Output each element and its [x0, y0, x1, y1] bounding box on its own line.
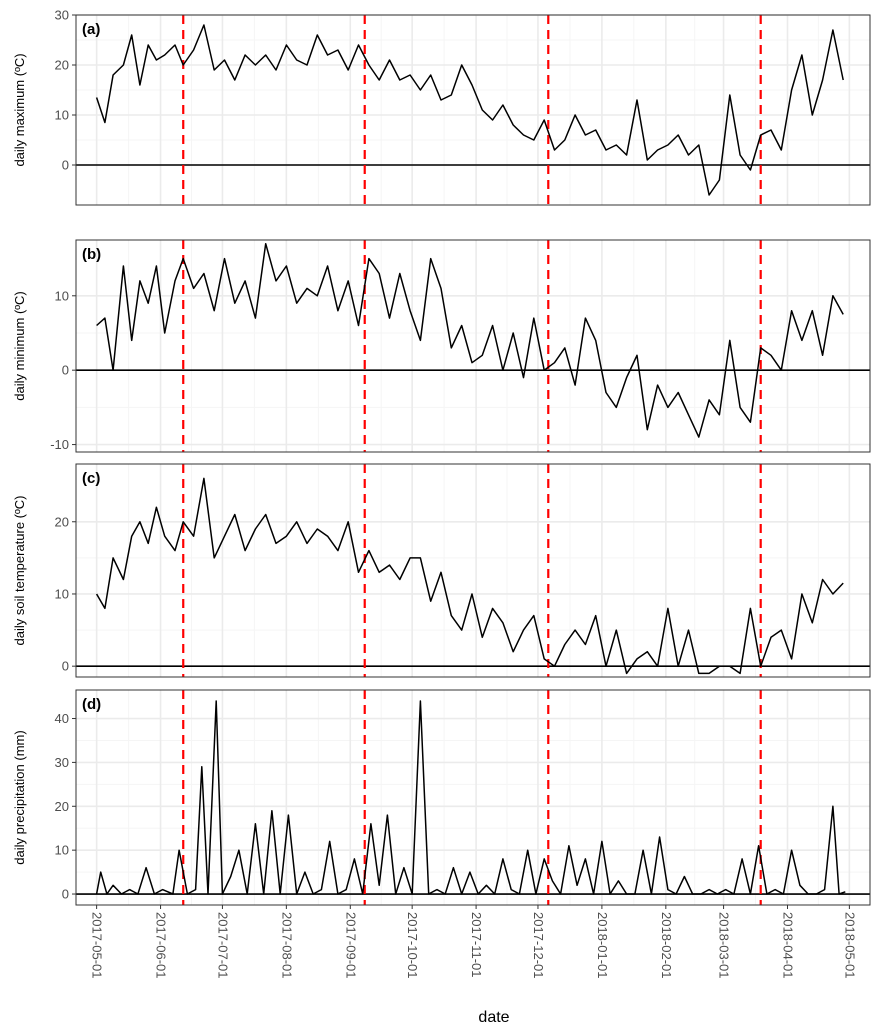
y-tick-label: 30 [55, 8, 69, 23]
x-tick-label: 2017-10-01 [405, 912, 420, 979]
y-tick-label: 20 [55, 799, 69, 814]
x-tick-label: 2018-04-01 [781, 912, 796, 979]
panel-background [76, 240, 870, 452]
panel-tag: (b) [82, 246, 101, 263]
panel-b: -10 0 10 (b) daily minimum (ºC) [12, 239, 871, 453]
panel-background [76, 464, 870, 677]
y-axis-title: daily soil temperature (ºC) [12, 496, 27, 646]
x-tick-label: 2017-09-01 [343, 912, 358, 979]
panel-tag: (a) [82, 21, 100, 38]
panel-a: 0 10 20 30 (a) daily maximum (ºC) [12, 8, 871, 206]
x-tick-label: 2017-08-01 [279, 912, 294, 979]
y-tick-label: 0 [62, 363, 69, 378]
x-tick-label: 2018-02-01 [659, 912, 674, 979]
x-tick-label: 2018-01-01 [595, 912, 610, 979]
panel-c: 0 10 20 (c) daily soil temperature (ºC) [12, 463, 871, 678]
y-axis-title: daily maximum (ºC) [12, 53, 27, 166]
panel-border [75, 239, 871, 453]
panel-background [76, 690, 870, 905]
y-tick-label: 10 [55, 108, 69, 123]
panel-background [76, 15, 870, 205]
panel-border [75, 463, 871, 678]
y-tick-label: 0 [62, 659, 69, 674]
x-tick-label: 2018-05-01 [842, 912, 857, 979]
y-axis-title: daily precipitation (mm) [12, 730, 27, 864]
x-tick-label: 2017-11-01 [469, 912, 484, 978]
panel-tag: (d) [82, 696, 101, 713]
series-line [96, 242, 844, 438]
x-axis-title: date [478, 1009, 509, 1026]
panel-tag: (c) [82, 470, 100, 487]
y-tick-label: -10 [50, 437, 69, 452]
panel-d: 0 10 20 30 40 (d) daily precipitation (mm) [12, 689, 871, 906]
x-tick-label: 2017-12-01 [531, 912, 546, 979]
y-tick-label: 10 [55, 843, 69, 858]
x-tick-label: 2017-07-01 [215, 912, 230, 979]
y-tick-label: 10 [55, 586, 69, 601]
x-tick-label: 2017-05-01 [90, 912, 105, 979]
series-line [95, 24, 844, 196]
y-tick-label: 0 [62, 158, 69, 173]
x-tick-label: 2018-03-01 [717, 912, 732, 979]
series-line [95, 477, 844, 675]
x-tick-label: 2017-06-01 [154, 912, 169, 979]
y-tick-label: 20 [55, 514, 69, 529]
y-axis-title: daily minimum (ºC) [12, 291, 27, 400]
panel-border [75, 14, 871, 206]
series-line [95, 700, 846, 895]
y-tick-label: 40 [55, 711, 69, 726]
y-tick-label: 30 [55, 755, 69, 770]
panel-border [75, 689, 871, 906]
y-tick-label: 20 [55, 58, 69, 73]
y-tick-label: 0 [62, 887, 69, 902]
y-tick-label: 10 [55, 288, 69, 303]
